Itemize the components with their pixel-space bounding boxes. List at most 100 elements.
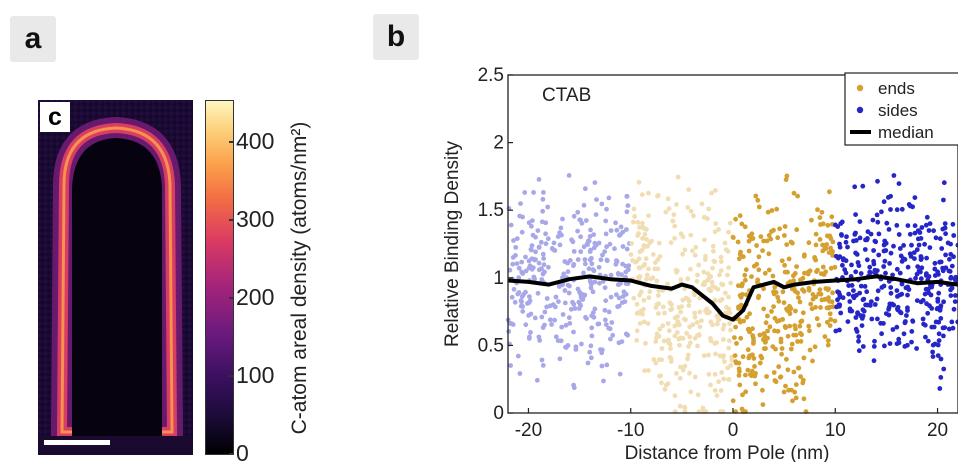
scatter-point [539, 315, 544, 320]
scatter-point [609, 320, 614, 325]
scatter-point [904, 313, 909, 318]
scatter-point [643, 341, 648, 346]
scatter-point [856, 339, 861, 344]
scatter-point [654, 361, 659, 366]
scatter-point [539, 277, 544, 282]
y-tick-label: 0 [493, 403, 504, 424]
scatter-point [738, 336, 743, 341]
scatter-point [705, 216, 710, 221]
scatter-point [728, 328, 733, 333]
scatter-point [635, 311, 640, 316]
scatter-point [844, 234, 849, 239]
scatter-point [758, 361, 763, 366]
scatter-point [934, 235, 939, 240]
scatter-point [794, 227, 799, 232]
scatter-point [624, 332, 629, 337]
scatter-point [757, 205, 762, 210]
scatter-point [739, 222, 744, 227]
scatter-point [666, 196, 671, 201]
scatter-point [697, 333, 702, 338]
y-tick-label: 1.5 [478, 200, 504, 221]
scatter-point [604, 363, 609, 368]
scatter-point [721, 377, 726, 382]
scatter-point [764, 374, 769, 379]
scatter-point [884, 241, 889, 246]
scatter-point [543, 231, 548, 236]
scatter-point [674, 371, 679, 376]
scatter-point [506, 329, 511, 334]
scatter-point [854, 238, 859, 243]
scatter-point [558, 356, 563, 361]
scatter-point [763, 340, 768, 345]
scatter-point [905, 293, 910, 298]
scatter-point [721, 337, 726, 342]
scatter-point [571, 263, 576, 268]
scatter-point [951, 254, 956, 259]
scatter-point [780, 346, 785, 351]
scatter-point [761, 402, 766, 407]
scatter-point [771, 274, 776, 279]
scatter-point [678, 277, 683, 282]
scatter-point [747, 239, 752, 244]
scatter-point [693, 315, 698, 320]
scatter-point [692, 311, 697, 316]
scatter-point [695, 344, 700, 349]
scatter-point [663, 387, 668, 392]
scatter-point [918, 270, 923, 275]
scatter-point [624, 194, 629, 199]
scatter-point [755, 198, 760, 203]
scatter-point [818, 215, 823, 220]
scatter-point [617, 340, 622, 345]
scatter-point [588, 248, 593, 253]
scatter-point [882, 344, 887, 349]
scatter-point [537, 338, 542, 343]
scatter-point [913, 223, 918, 228]
scatter-point [726, 346, 731, 351]
scatter-point [821, 221, 826, 226]
y-tick-label: 1 [493, 268, 504, 289]
scatter-point [825, 223, 830, 228]
scatter-point [884, 221, 889, 226]
scatter-point [801, 310, 806, 315]
scatter-point [716, 379, 721, 384]
scatter-point [517, 214, 522, 219]
scatter-point [583, 315, 588, 320]
scatter-point [818, 287, 823, 292]
scatter-point [531, 233, 536, 238]
scatter-point [868, 303, 873, 308]
scatter-point [794, 382, 799, 387]
scatter-point [919, 256, 924, 261]
scatter-point [718, 353, 723, 358]
scatter-point [563, 345, 568, 350]
scatter-point [762, 334, 767, 339]
scatter-point [652, 266, 657, 271]
scatter-point [794, 264, 799, 269]
scatter-point [685, 357, 690, 362]
scatter-point [539, 240, 544, 245]
scatter-point [583, 262, 588, 267]
scatter-point [746, 368, 751, 373]
legend-median-label: median [878, 123, 934, 142]
scatter-point [814, 232, 819, 237]
scatter-point [722, 323, 727, 328]
scatter-point [827, 189, 832, 194]
scatter-point [621, 244, 626, 249]
scatter-point [892, 173, 897, 178]
scatter-point [567, 315, 572, 320]
scatter-point [826, 306, 831, 311]
scatter-point [675, 330, 680, 335]
scatter-point [783, 224, 788, 229]
scatter-point [787, 257, 792, 262]
scatter-point [941, 299, 946, 304]
scatter-point [899, 292, 904, 297]
scatter-point [926, 339, 931, 344]
scatter-point [717, 273, 722, 278]
scatter-point [879, 209, 884, 214]
scatter-point [640, 236, 645, 241]
x-tick-label: 10 [825, 420, 846, 441]
scatter-point [752, 364, 757, 369]
scatter-point [896, 305, 901, 310]
scatter-point [710, 266, 715, 271]
scatter-point [637, 180, 642, 185]
scatter-point [682, 405, 687, 410]
